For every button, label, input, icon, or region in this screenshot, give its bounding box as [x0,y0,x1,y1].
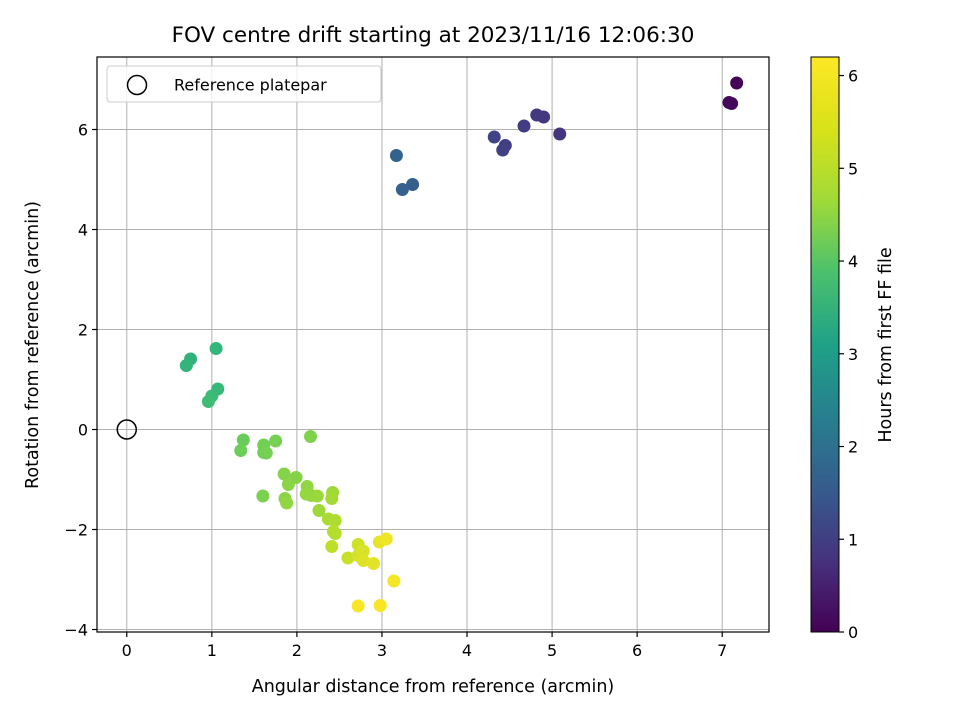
colorbar-tick-label: 5 [848,159,858,178]
x-tick-label: 4 [462,641,472,660]
scatter-point [351,599,365,613]
y-tick-label: 6 [78,121,88,140]
scatter-point [387,574,401,588]
grid [97,57,769,632]
scatter-point [256,489,270,503]
legend-box [106,65,382,103]
x-tick-label: 1 [207,641,217,660]
scatter-point [356,544,370,558]
x-tick-label: 6 [632,641,642,660]
scatter-point [304,430,318,443]
colorbar-tick-label: 0 [848,623,858,642]
scatter-point [209,342,223,355]
legend: Reference platepar [106,65,382,103]
legend-marker-reference [126,74,148,96]
scatter-point [530,108,544,122]
y-tick-label: 0 [78,421,88,440]
colorbar-gradient [810,56,840,633]
colorbar-ticks: 0 1 2 3 4 5 6 [839,67,858,642]
scatter-point [236,433,250,447]
scatter-point [234,444,248,457]
y-tick-label: −4 [64,621,88,640]
colorbar: 0 1 2 3 4 5 6 Hours from first FF file [810,56,896,642]
scatter-point [517,119,531,133]
scatter-point [328,514,342,527]
scatter-point [325,540,339,553]
scatter-point [341,551,355,565]
colorbar-tick-label: 2 [848,438,858,457]
scatter-point [730,76,744,90]
scatter-point [373,599,387,612]
scatter-point [379,532,393,546]
chart-title: FOV centre drift starting at 2023/11/16 … [172,23,695,48]
scatter-point [201,395,215,408]
y-axis: −4 −2 0 2 4 6 [64,121,97,640]
colorbar-tick-label: 4 [848,252,858,271]
scatter-point [725,97,739,110]
scatter-point [280,496,294,510]
x-tick-label: 3 [377,641,387,660]
scatter-point [325,492,339,505]
colorbar-label: Hours from first FF file [876,247,896,442]
y-tick-label: 4 [78,221,88,240]
x-tick-label: 2 [292,641,302,660]
scatter-point [281,478,295,491]
scatter-point [310,489,324,503]
scatter-point [269,434,283,448]
scatter-point [328,527,342,540]
scatter-point [395,183,409,196]
scatter-point [553,127,567,141]
y-tick-label: −2 [64,521,88,540]
scatter-points [116,76,744,613]
scatter-point [487,130,501,144]
scatter-point [356,554,370,567]
x-tick-label: 5 [547,641,557,660]
y-tick-label: 2 [78,321,88,340]
plot-frame [96,56,770,633]
scatter-point [389,149,403,162]
x-tick-label: 0 [122,641,132,660]
y-axis-label: Rotation from reference (arcmin) [23,201,43,489]
legend-label-reference: Reference platepar [174,76,327,95]
x-axis-label: Angular distance from reference (arcmin) [252,677,615,697]
colorbar-tick-label: 3 [848,345,858,364]
scatter-point [259,446,273,460]
scatter-point [312,504,326,517]
x-axis: 0 1 2 3 4 5 6 7 [122,632,727,660]
reference-point-marker [116,419,138,440]
scatter-point [277,467,291,481]
scatter-point [406,178,420,191]
scatter-point [496,143,510,157]
scatter-point [366,557,380,570]
scatter-point [179,359,193,372]
colorbar-tick-label: 6 [848,67,858,86]
colorbar-tick-label: 1 [848,530,858,549]
x-tick-label: 7 [717,641,727,660]
